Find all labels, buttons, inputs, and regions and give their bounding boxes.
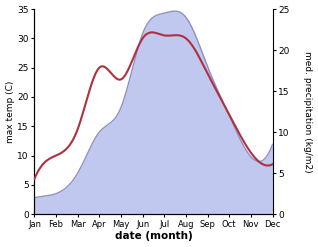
X-axis label: date (month): date (month) (114, 231, 192, 242)
Y-axis label: med. precipitation (kg/m2): med. precipitation (kg/m2) (303, 51, 313, 172)
Y-axis label: max temp (C): max temp (C) (5, 80, 15, 143)
